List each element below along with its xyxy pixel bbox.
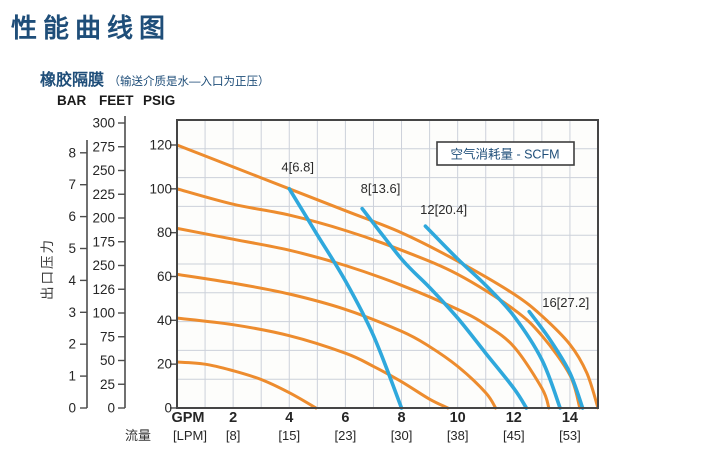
feet-scale-label: 250 xyxy=(92,258,115,273)
chart-subtitle: 橡胶隔膜 （输送介质是水—入口为正压） xyxy=(40,66,269,90)
air-curve-12-scfm xyxy=(423,224,562,410)
feet-scale-label: 275 xyxy=(92,139,115,154)
bar-scale-label: 8 xyxy=(68,145,76,160)
feet-scale-header: FEET xyxy=(99,93,134,108)
flow-curve-100psig xyxy=(177,187,582,410)
page-title: 性能曲线图 xyxy=(11,13,172,43)
x-tick-lpm: [53] xyxy=(559,428,581,443)
legend-box xyxy=(436,141,575,166)
x-tick-lpm: [23] xyxy=(335,428,357,443)
bar-scale-label: 0 xyxy=(68,401,76,416)
feet-scale-label: 75 xyxy=(100,329,115,344)
psig-scale-label: 0 xyxy=(164,400,172,415)
psig-scale-label: 40 xyxy=(157,313,172,328)
psig-scale-label: 80 xyxy=(157,225,172,240)
bar-scale-label: 3 xyxy=(68,305,76,320)
air-curve-16-scfm xyxy=(527,309,585,410)
air-curve-4-scfm xyxy=(287,187,404,410)
feet-scale-label: 100 xyxy=(92,306,115,321)
feet-scale-label: 0 xyxy=(107,401,115,416)
bar-scale-label: 7 xyxy=(68,177,76,192)
subtitle-note: （输送介质是水—入口为正压） xyxy=(108,76,270,88)
air-curve-16-scfm-label: 16[27.2] xyxy=(542,295,589,310)
psig-scale-header: PSIG xyxy=(143,93,176,108)
flow-curve-41psig xyxy=(177,316,450,410)
psig-scale-label: 60 xyxy=(157,269,172,284)
psig-scale-label: 120 xyxy=(149,138,172,153)
plot-border xyxy=(176,119,599,409)
x-tick-lpm: [30] xyxy=(391,428,413,443)
x-tick-gpm: 8 xyxy=(397,410,405,426)
feet-scale-label: 200 xyxy=(92,211,115,226)
x-axis-unit-gpm: GPM xyxy=(171,410,204,426)
flow-curve-61psig xyxy=(177,272,498,410)
x-tick-gpm: 4 xyxy=(285,410,293,426)
diaphragm-type-label: 橡胶隔膜 xyxy=(40,72,105,89)
legend-label: 空气消耗量 - SCFM xyxy=(450,147,559,162)
feet-scale-label: 250 xyxy=(92,163,115,178)
psig-scale-label: 20 xyxy=(157,357,172,372)
psig-scale-label: 100 xyxy=(149,181,172,196)
feet-scale-label: 50 xyxy=(100,353,115,368)
feet-scale-label: 225 xyxy=(92,187,115,202)
bar-scale-label: 1 xyxy=(68,369,76,384)
air-curve-4-scfm-label: 4[6.8] xyxy=(281,159,314,174)
feet-scale-label: 25 xyxy=(100,377,115,392)
flow-curve-82psig xyxy=(177,226,551,410)
x-tick-gpm: 6 xyxy=(341,410,349,426)
bar-scale-header: BAR xyxy=(57,93,87,108)
feet-scale-label: 175 xyxy=(92,234,115,249)
x-tick-gpm: 14 xyxy=(562,410,578,426)
x-tick-gpm: 12 xyxy=(506,410,522,426)
x-axis-unit-lpm: [LPM] xyxy=(173,428,207,443)
air-curve-8-scfm xyxy=(360,206,529,410)
flow-curve-21psig xyxy=(177,360,318,410)
x-tick-lpm: [45] xyxy=(503,428,525,443)
x-tick-gpm: 10 xyxy=(450,410,466,426)
bar-scale-label: 6 xyxy=(68,209,76,224)
x-tick-lpm: [8] xyxy=(226,428,240,443)
x-tick-lpm: [38] xyxy=(447,428,469,443)
x-tick-lpm: [15] xyxy=(278,428,300,443)
air-curve-8-scfm-label: 8[13.6] xyxy=(361,181,401,196)
feet-scale-label: 126 xyxy=(92,282,115,297)
x-axis-title: 流量 xyxy=(125,428,151,443)
x-tick-gpm: 2 xyxy=(229,410,237,426)
feet-scale-label: 300 xyxy=(92,116,115,131)
air-curve-12-scfm-label: 12[20.4] xyxy=(420,202,467,217)
bar-scale-label: 4 xyxy=(68,273,76,288)
bar-scale-label: 2 xyxy=(68,337,76,352)
bar-scale-label: 5 xyxy=(68,241,76,256)
